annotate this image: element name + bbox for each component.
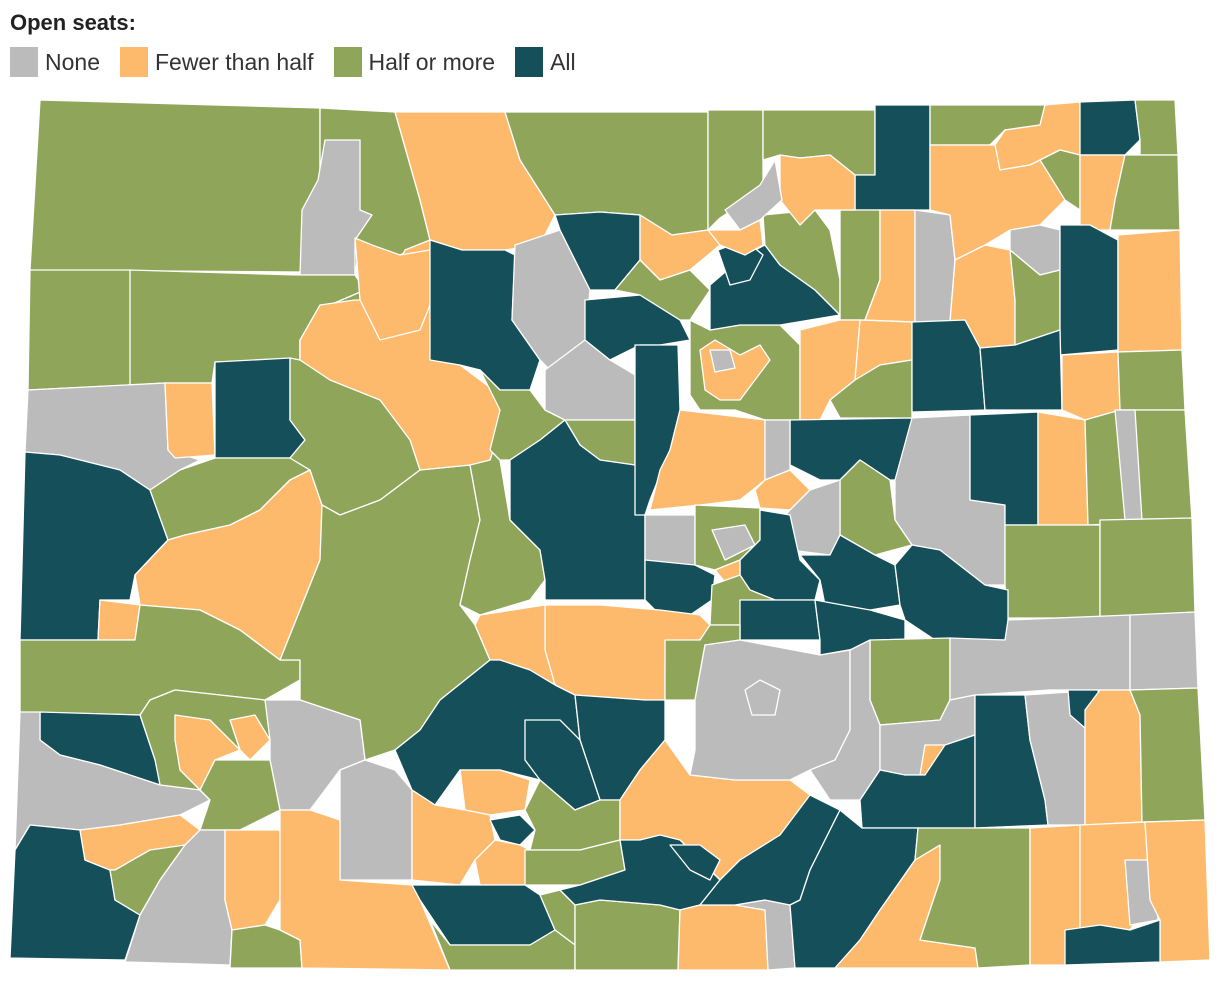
- legend-label-fewer-than-half: Fewer than half: [154, 48, 314, 75]
- map-region: [1129, 611, 1199, 691]
- map-region: [1109, 154, 1181, 231]
- legend-swatch-fewer-than-half: [119, 47, 148, 77]
- map-region: [1134, 99, 1179, 156]
- map-region: [914, 209, 956, 323]
- map-region: [199, 759, 281, 831]
- map-region: [1099, 517, 1196, 619]
- legend-swatch-all: [515, 47, 544, 77]
- map-region: [979, 329, 1063, 411]
- map-region: [224, 829, 281, 931]
- map-region: [1061, 351, 1121, 421]
- map-region: [669, 844, 721, 881]
- map-region: [779, 154, 856, 226]
- map-region: [1079, 99, 1141, 156]
- map-region: [894, 544, 1009, 641]
- map-region: [429, 919, 576, 971]
- map-region: [264, 699, 366, 811]
- legend-item-all: All: [515, 47, 576, 77]
- legend-swatch-half-or-more: [333, 47, 362, 77]
- map-region: [929, 144, 1066, 261]
- map-region: [744, 679, 781, 716]
- map-region: [1059, 224, 1119, 356]
- map-region: [574, 899, 681, 971]
- map-region: [299, 139, 373, 276]
- map-region: [489, 814, 536, 846]
- map-region: [164, 382, 216, 459]
- legend-item-fewer-than-half: Fewer than half: [119, 47, 314, 77]
- map-region: [339, 759, 413, 881]
- legend: None Fewer than half Half or more All: [10, 47, 596, 77]
- map-region: [27, 269, 136, 391]
- map-region: [29, 99, 321, 273]
- map-region: [1004, 524, 1101, 619]
- map-region: [707, 219, 764, 256]
- map-region: [1129, 687, 1206, 823]
- map-region: [1117, 349, 1186, 411]
- map-region: [1064, 919, 1161, 966]
- map-region: [429, 239, 541, 391]
- legend-title: Open seats:: [10, 10, 136, 35]
- map-region: [709, 349, 736, 373]
- map-region: [644, 559, 716, 616]
- map-region: [864, 209, 916, 323]
- map-regions: [9, 99, 1211, 971]
- legend-label-none: None: [45, 48, 100, 75]
- map-region: [869, 637, 951, 726]
- map-region: [229, 714, 271, 761]
- legend-swatch-none: [10, 47, 38, 77]
- legend-label-half-or-more: Half or more: [368, 48, 496, 75]
- legend-label-all: All: [550, 48, 576, 75]
- map-region: [459, 769, 531, 816]
- map-region: [739, 599, 821, 641]
- map-region: [279, 809, 451, 971]
- map-region: [1037, 411, 1089, 526]
- map-region: [97, 599, 141, 641]
- map-region: [677, 904, 769, 971]
- legend-item-half-or-more: Half or more: [333, 47, 496, 77]
- map-region: [1117, 229, 1183, 353]
- legend-item-none: None: [10, 47, 100, 77]
- map-region: [1084, 689, 1143, 826]
